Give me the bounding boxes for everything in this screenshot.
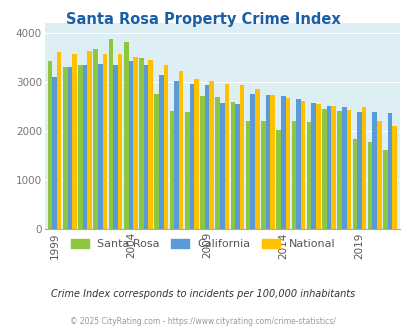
Text: Crime Index corresponds to incidents per 100,000 inhabitants: Crime Index corresponds to incidents per… xyxy=(51,289,354,299)
Bar xyxy=(169,111,174,229)
Bar xyxy=(291,121,296,229)
Bar xyxy=(159,75,163,229)
Bar xyxy=(184,112,189,229)
Bar xyxy=(174,81,178,229)
Bar xyxy=(296,99,300,229)
Bar xyxy=(239,85,244,229)
Bar xyxy=(300,101,305,229)
Bar xyxy=(326,106,330,229)
Bar xyxy=(78,65,83,229)
Bar xyxy=(128,61,133,229)
Bar xyxy=(124,42,128,229)
Bar xyxy=(371,112,376,229)
Bar xyxy=(52,77,57,229)
Bar xyxy=(154,94,159,229)
Bar xyxy=(337,111,341,229)
Bar xyxy=(109,39,113,229)
Bar xyxy=(376,121,381,229)
Bar xyxy=(117,54,122,229)
Bar xyxy=(382,150,387,229)
Bar xyxy=(234,104,239,229)
Bar xyxy=(83,65,87,229)
Bar xyxy=(254,89,259,229)
Bar xyxy=(194,79,198,229)
Bar xyxy=(265,95,270,229)
Bar xyxy=(346,110,350,229)
Bar xyxy=(215,97,220,229)
Bar xyxy=(321,109,326,229)
Bar xyxy=(352,139,356,229)
Bar xyxy=(245,121,250,229)
Bar xyxy=(189,84,194,229)
Bar xyxy=(57,51,61,229)
Bar xyxy=(200,96,204,229)
Bar xyxy=(330,106,335,229)
Bar xyxy=(98,64,102,229)
Bar xyxy=(250,94,254,229)
Bar xyxy=(276,130,280,229)
Bar xyxy=(143,65,148,229)
Bar xyxy=(356,113,361,229)
Bar xyxy=(306,122,311,229)
Legend: Santa Rosa, California, National: Santa Rosa, California, National xyxy=(66,234,339,253)
Bar xyxy=(260,121,265,229)
Bar xyxy=(63,67,67,229)
Bar xyxy=(361,107,365,229)
Bar xyxy=(230,102,234,229)
Bar xyxy=(224,84,228,229)
Bar xyxy=(220,103,224,229)
Bar xyxy=(285,98,290,229)
Bar xyxy=(133,57,137,229)
Bar xyxy=(139,58,143,229)
Bar xyxy=(280,96,285,229)
Bar xyxy=(270,95,274,229)
Bar xyxy=(209,81,213,229)
Bar xyxy=(367,143,371,229)
Bar xyxy=(204,85,209,229)
Bar xyxy=(178,71,183,229)
Bar xyxy=(311,103,315,229)
Bar xyxy=(387,114,391,229)
Bar xyxy=(148,60,153,229)
Text: Santa Rosa Property Crime Index: Santa Rosa Property Crime Index xyxy=(66,12,339,26)
Bar xyxy=(87,50,92,229)
Bar xyxy=(315,104,320,229)
Bar xyxy=(67,67,72,229)
Bar xyxy=(391,126,396,229)
Bar xyxy=(48,61,52,229)
Bar xyxy=(72,54,77,229)
Bar xyxy=(102,54,107,229)
Bar xyxy=(93,49,98,229)
Text: © 2025 CityRating.com - https://www.cityrating.com/crime-statistics/: © 2025 CityRating.com - https://www.city… xyxy=(70,317,335,326)
Bar xyxy=(113,65,117,229)
Bar xyxy=(341,107,346,229)
Bar xyxy=(163,65,168,229)
